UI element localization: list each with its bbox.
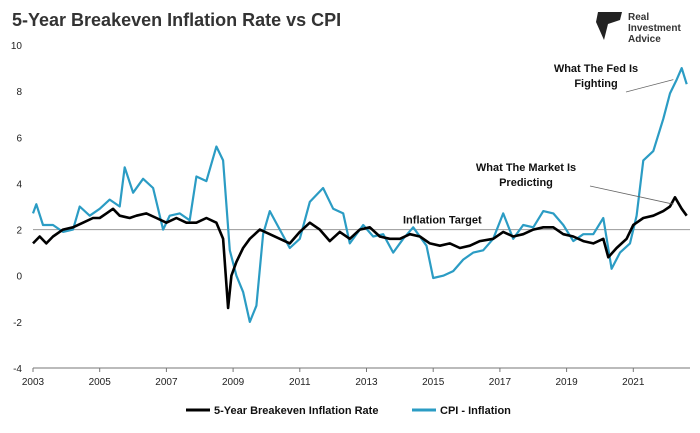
y-tick-label: 10: [11, 41, 23, 52]
chart-title: 5-Year Breakeven Inflation Rate vs CPI: [12, 10, 341, 30]
annotation-text: What The Fed Is: [554, 63, 638, 75]
x-tick-label: 2021: [622, 377, 645, 388]
y-tick-label: 4: [16, 179, 22, 190]
x-tick-label: 2017: [489, 377, 512, 388]
x-tick-label: 2005: [89, 377, 112, 388]
legend: 5-Year Breakeven Inflation Rate CPI - In…: [186, 405, 511, 417]
annotations: What The Fed Is Fighting What The Market I…: [476, 63, 674, 205]
annotation-text: Predicting: [499, 177, 553, 189]
annotation-pointer: [589, 185, 674, 205]
y-tick-label: 2: [16, 226, 22, 237]
y-tick-label: -4: [13, 364, 22, 375]
y-tick-label: 6: [16, 133, 22, 144]
series-group: [31, 67, 688, 323]
x-tick-label: 2007: [155, 377, 178, 388]
y-tick-label: 0: [16, 272, 22, 283]
inflation-target-label: Inflation Target: [403, 215, 482, 227]
x-tick-label: 2009: [222, 377, 245, 388]
brand-logo: Real Investment Advice: [596, 12, 681, 45]
x-tick-label: 2015: [422, 377, 445, 388]
eagle-logo-icon: [596, 12, 622, 40]
y-tick-label: 8: [16, 87, 22, 98]
brand-line-3: Advice: [628, 34, 661, 45]
brand-line-1: Real: [628, 12, 649, 23]
x-tick-label: 2003: [22, 377, 45, 388]
brand-line-2: Investment: [628, 23, 681, 34]
legend-label-cpi: CPI - Inflation: [440, 405, 511, 417]
x-tick-label: 2011: [289, 377, 311, 388]
x-tick-label: 2019: [555, 377, 578, 388]
axes: 2003 2005 2007 2009 2011 2013 2015 2017 2019 2021…: [11, 41, 690, 388]
annotation-pointer: [625, 79, 674, 93]
y-tick-label: -2: [13, 318, 22, 329]
annotation-text: Fighting: [574, 78, 617, 90]
series-line-cpi: [31, 67, 688, 323]
series-line-breakeven: [32, 196, 688, 310]
legend-label-breakeven: 5-Year Breakeven Inflation Rate: [214, 405, 378, 417]
annotation-text: What The Market Is: [476, 162, 576, 174]
x-tick-label: 2013: [355, 377, 378, 388]
